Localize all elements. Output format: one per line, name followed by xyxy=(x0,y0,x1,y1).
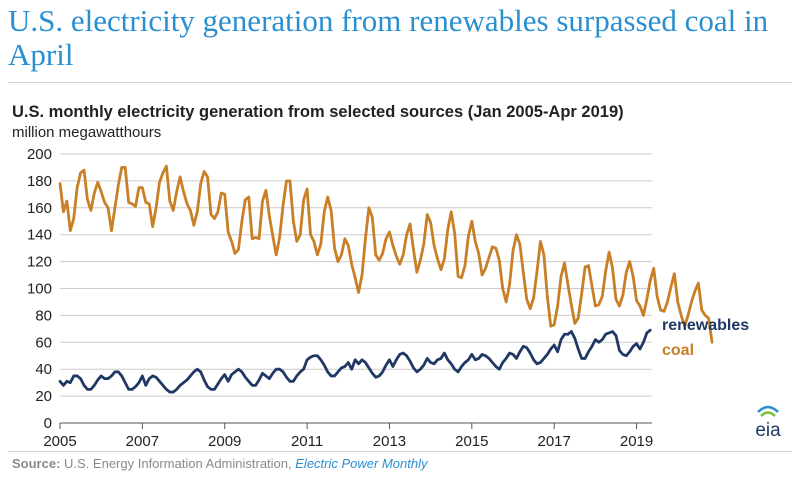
y-tick-label: 160 xyxy=(27,200,52,217)
x-tick-label: 2007 xyxy=(126,433,159,450)
x-tick-label: 2005 xyxy=(43,433,76,450)
y-tick-label: 180 xyxy=(27,173,52,190)
y-tick-label: 140 xyxy=(27,227,52,244)
eia-logo: eia xyxy=(744,404,792,444)
y-tick-label: 0 xyxy=(44,415,52,432)
series-lines xyxy=(58,164,714,394)
coal-series-label: coal xyxy=(662,342,694,359)
y-tick-label: 120 xyxy=(27,254,52,271)
x-tick-label: 2019 xyxy=(620,433,653,450)
footer-divider xyxy=(8,451,792,452)
source-publication-link[interactable]: Electric Power Monthly xyxy=(295,456,428,471)
coal-series-line xyxy=(58,164,714,344)
headline: U.S. electricity generation from renewab… xyxy=(8,3,769,72)
x-axis: 2005 2007 2009 2011 2013 2015 2017 2019 xyxy=(43,423,653,450)
y-tick-label: 100 xyxy=(27,281,52,298)
x-tick-label: 2009 xyxy=(208,433,241,450)
header-divider xyxy=(8,82,792,83)
y-axis-ticks: 0 20 40 60 80 100 120 140 160 180 200 xyxy=(27,146,52,432)
x-tick-label: 2017 xyxy=(538,433,571,450)
source-label: Source: xyxy=(12,456,61,471)
source-text: U.S. Energy Information Administration, xyxy=(64,456,292,471)
y-tick-label: 60 xyxy=(35,334,52,351)
x-tick-label: 2013 xyxy=(373,433,406,450)
renewables-series-label: renewables xyxy=(662,317,749,334)
gridlines xyxy=(60,153,652,424)
y-tick-label: 80 xyxy=(35,307,52,324)
source-note: Source: U.S. Energy Information Administ… xyxy=(12,456,427,471)
x-tick-label: 2011 xyxy=(291,433,323,450)
y-tick-label: 40 xyxy=(35,361,52,378)
y-tick-label: 20 xyxy=(35,388,52,405)
eia-logo-icon xyxy=(757,405,779,417)
renewables-series-line xyxy=(58,328,652,394)
y-axis-units-label: million megawatthours xyxy=(12,124,162,141)
y-tick-label: 200 xyxy=(27,146,52,163)
logo-text: eia xyxy=(755,420,781,441)
x-tick-label: 2015 xyxy=(455,433,488,450)
chart-title: U.S. monthly electricity generation from… xyxy=(12,103,624,121)
series-labels: renewables coal xyxy=(662,317,749,359)
